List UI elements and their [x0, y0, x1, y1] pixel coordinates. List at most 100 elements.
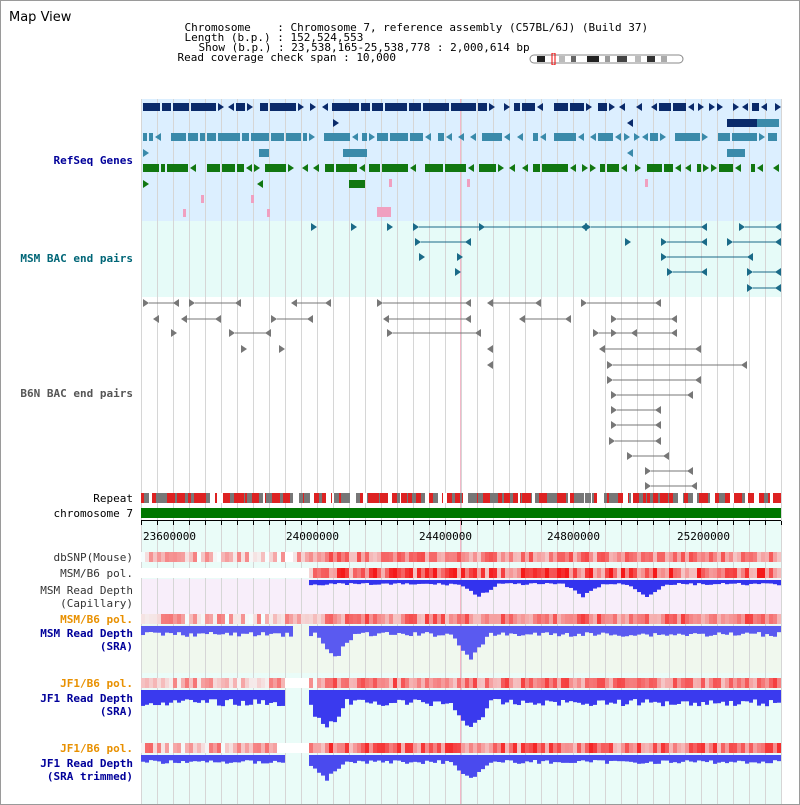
feature-arrow[interactable] — [218, 103, 224, 111]
feature-block[interactable] — [554, 133, 576, 141]
feature-block[interactable] — [438, 133, 444, 141]
feature-arrow[interactable] — [775, 268, 781, 276]
feature-block[interactable] — [732, 133, 757, 141]
feature-arrow[interactable] — [517, 133, 523, 141]
feature-block[interactable] — [385, 103, 407, 111]
feature-arrow[interactable] — [535, 299, 541, 307]
feature-arrow[interactable] — [655, 437, 661, 445]
feature-arrow[interactable] — [413, 223, 419, 231]
feature-block[interactable] — [607, 164, 619, 172]
feature-block[interactable] — [390, 133, 408, 141]
feature-arrow[interactable] — [624, 133, 630, 141]
feature-block[interactable] — [598, 103, 607, 111]
feature-arrow[interactable] — [578, 133, 584, 141]
feature-arrow[interactable] — [410, 164, 416, 172]
feature-block[interactable] — [570, 103, 584, 111]
feature-arrow[interactable] — [627, 452, 633, 460]
feature-block[interactable] — [286, 133, 301, 141]
feature-arrow[interactable] — [685, 164, 691, 172]
feature-arrow[interactable] — [171, 329, 177, 337]
feature-block[interactable] — [598, 133, 613, 141]
feature-arrow[interactable] — [309, 133, 315, 141]
feature-arrow[interactable] — [775, 238, 781, 246]
feature-arrow[interactable] — [215, 315, 221, 323]
feature-arrow[interactable] — [593, 329, 599, 337]
feature-arrow[interactable] — [675, 164, 681, 172]
feature-arrow[interactable] — [582, 164, 588, 172]
feature-arrow[interactable] — [775, 284, 781, 292]
feature-arrow[interactable] — [487, 345, 493, 353]
feature-arrow[interactable] — [509, 164, 515, 172]
feature-block[interactable] — [207, 133, 216, 141]
feature-block[interactable] — [533, 164, 540, 172]
feature-block[interactable] — [533, 133, 538, 141]
feature-arrow[interactable] — [701, 223, 707, 231]
feature-block[interactable] — [183, 209, 186, 217]
feature-arrow[interactable] — [271, 315, 277, 323]
feature-block[interactable] — [377, 133, 388, 141]
feature-arrow[interactable] — [387, 223, 393, 231]
feature-arrow[interactable] — [565, 315, 571, 323]
feature-block[interactable] — [718, 133, 730, 141]
feature-arrow[interactable] — [540, 133, 546, 141]
feature-block[interactable] — [188, 133, 198, 141]
feature-block[interactable] — [332, 103, 359, 111]
feature-block[interactable] — [542, 164, 568, 172]
feature-block[interactable] — [218, 133, 240, 141]
feature-block[interactable] — [600, 164, 605, 172]
feature-arrow[interactable] — [291, 299, 297, 307]
feature-arrow[interactable] — [660, 133, 666, 141]
feature-block[interactable] — [161, 164, 165, 172]
feature-block[interactable] — [757, 119, 779, 127]
feature-block[interactable] — [259, 149, 269, 157]
feature-arrow[interactable] — [761, 103, 767, 111]
feature-block[interactable] — [191, 103, 216, 111]
feature-arrow[interactable] — [634, 133, 640, 141]
feature-arrow[interactable] — [663, 452, 669, 460]
feature-arrow[interactable] — [479, 223, 485, 231]
feature-arrow[interactable] — [655, 421, 661, 429]
feature-arrow[interactable] — [333, 119, 339, 127]
feature-block[interactable] — [242, 133, 249, 141]
feature-block[interactable] — [343, 149, 367, 157]
feature-arrow[interactable] — [742, 103, 748, 111]
feature-arrow[interactable] — [153, 315, 159, 323]
feature-arrow[interactable] — [369, 133, 375, 141]
feature-block[interactable] — [727, 149, 745, 157]
feature-arrow[interactable] — [229, 329, 235, 337]
feature-block[interactable] — [478, 103, 487, 111]
feature-block[interactable] — [325, 164, 334, 172]
feature-arrow[interactable] — [701, 238, 707, 246]
feature-arrow[interactable] — [586, 103, 592, 111]
msm-bac-label[interactable]: MSM BAC end pairs — [20, 252, 133, 265]
feature-block[interactable] — [409, 103, 421, 111]
feature-arrow[interactable] — [741, 361, 747, 369]
feature-block[interactable] — [143, 164, 159, 172]
feature-arrow[interactable] — [288, 164, 294, 172]
feature-arrow[interactable] — [307, 315, 313, 323]
feature-block[interactable] — [237, 164, 244, 172]
b6n-bac-label[interactable]: B6N BAC end pairs — [20, 387, 133, 400]
feature-block[interactable] — [768, 133, 777, 141]
feature-arrow[interactable] — [570, 164, 576, 172]
feature-block[interactable] — [324, 133, 350, 141]
feature-arrow[interactable] — [757, 164, 763, 172]
feature-arrow[interactable] — [709, 103, 715, 111]
feature-arrow[interactable] — [642, 133, 648, 141]
feature-arrow[interactable] — [465, 315, 471, 323]
feature-arrow[interactable] — [487, 299, 493, 307]
feature-block[interactable] — [752, 103, 759, 111]
feature-arrow[interactable] — [615, 133, 621, 141]
feature-block[interactable] — [173, 103, 189, 111]
feature-arrow[interactable] — [143, 149, 149, 157]
feature-arrow[interactable] — [377, 299, 383, 307]
feature-arrow[interactable] — [181, 315, 187, 323]
feature-block[interactable] — [143, 103, 160, 111]
feature-arrow[interactable] — [302, 164, 308, 172]
feature-arrow[interactable] — [457, 253, 463, 261]
feature-arrow[interactable] — [228, 103, 234, 111]
feature-block[interactable] — [719, 164, 733, 172]
feature-block[interactable] — [445, 164, 466, 172]
feature-arrow[interactable] — [415, 238, 421, 246]
feature-arrow[interactable] — [470, 133, 476, 141]
